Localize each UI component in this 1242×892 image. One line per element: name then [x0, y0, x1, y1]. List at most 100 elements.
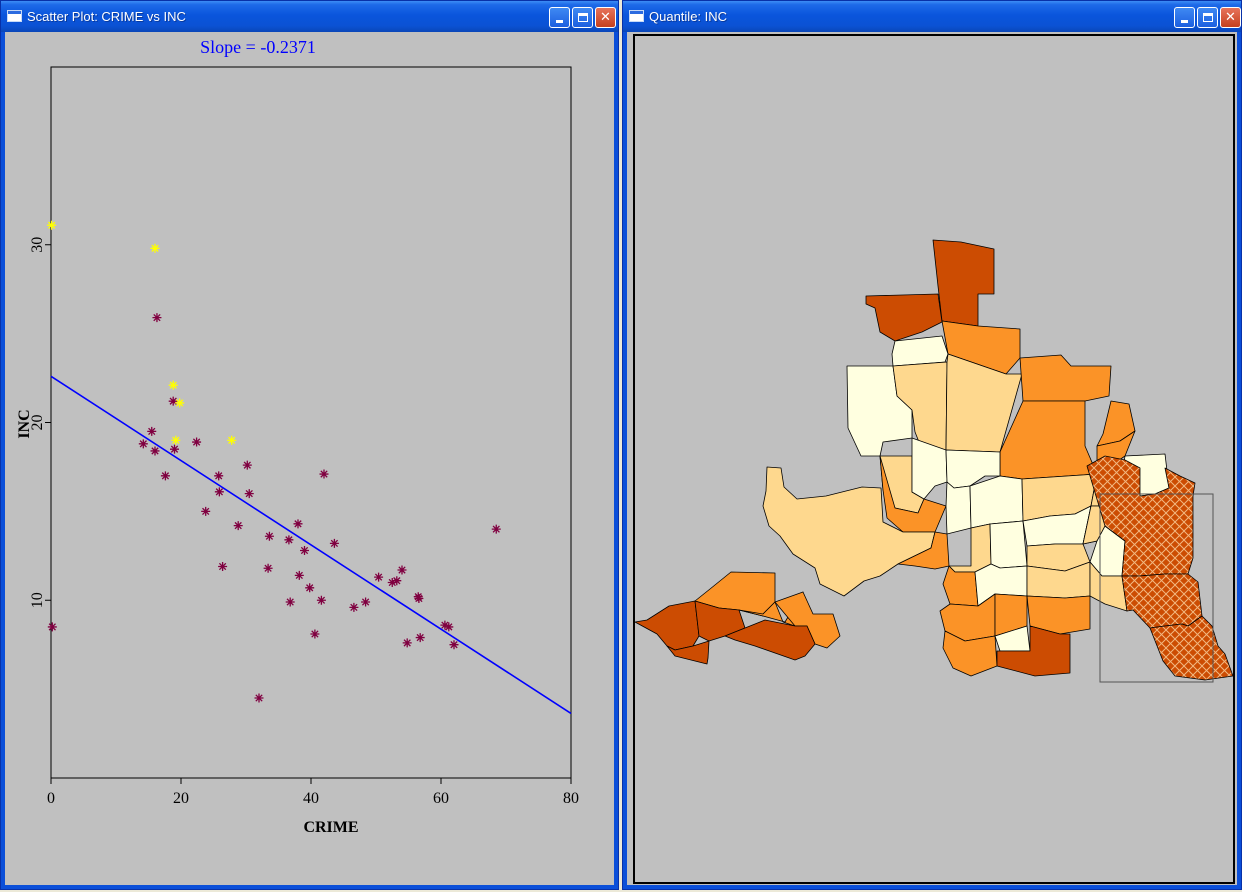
close-icon: ✕ [600, 10, 611, 25]
map-client-area[interactable] [627, 32, 1237, 885]
scatter-point [402, 638, 412, 648]
scatter-point [310, 629, 320, 639]
scatter-point [218, 561, 228, 571]
scatter-point [150, 446, 160, 456]
scatter-point [440, 620, 450, 630]
scatter-titlebar[interactable]: Scatter Plot: CRIME vs INC ✕ [1, 1, 618, 32]
quantile-map-window[interactable]: Quantile: INC ✕ [622, 0, 1242, 890]
x-axis-label: CRIME [303, 819, 358, 836]
maximize-icon [577, 13, 588, 22]
scatter-point [361, 597, 371, 607]
map-region[interactable] [879, 455, 947, 533]
map-region[interactable] [969, 475, 1024, 529]
close-button[interactable]: ✕ [1220, 7, 1241, 28]
x-tick-label: 0 [47, 790, 55, 807]
map-region[interactable] [865, 293, 943, 342]
scatter-point [319, 469, 329, 479]
scatter-point [192, 437, 202, 447]
map-region[interactable] [996, 625, 1071, 677]
scatter-point [254, 693, 264, 703]
scatter-point [170, 444, 179, 454]
plot-frame [50, 66, 572, 779]
scatter-point [227, 435, 237, 445]
map-region[interactable] [891, 335, 949, 367]
scatter-point [233, 521, 243, 531]
x-tick-label: 40 [303, 790, 319, 807]
map-region[interactable] [989, 520, 1028, 569]
y-axis-label: INC [16, 409, 33, 438]
scatter-point [47, 622, 57, 632]
scatter-point [374, 572, 384, 582]
map-region[interactable] [945, 481, 972, 535]
maximize-button[interactable] [572, 7, 593, 28]
scatter-point [47, 220, 57, 230]
maximize-button[interactable] [1197, 7, 1218, 28]
scatter-point [294, 570, 304, 580]
scatter-point [168, 396, 178, 406]
scatter-point [214, 471, 224, 481]
y-tick-label: 20 [29, 415, 46, 431]
window-app-icon [7, 10, 22, 22]
scatter-plot-window[interactable]: Scatter Plot: CRIME vs INC ✕ Slope = -0.… [0, 0, 619, 890]
scatter-point [293, 519, 303, 529]
y-tick-label: 30 [29, 237, 46, 253]
chart-title: Slope = -0.2371 [200, 37, 316, 57]
scatter-point [285, 597, 295, 607]
close-icon: ✕ [1225, 10, 1236, 25]
scatter-point [168, 380, 178, 390]
scatter-point [444, 622, 454, 632]
map-region[interactable] [932, 239, 995, 327]
window-title: Quantile: INC [649, 9, 728, 24]
scatter-chart[interactable]: Slope = -0.2371 0 20 40 60 80 10 20 30 CRIME I… [5, 32, 616, 887]
map-region[interactable] [897, 531, 950, 570]
scatter-point [263, 563, 273, 573]
map-titlebar[interactable]: Quantile: INC ✕ [623, 1, 1241, 32]
scatter-point [305, 583, 315, 593]
map-region-selected[interactable] [1149, 615, 1233, 681]
map-region[interactable] [942, 630, 998, 677]
scatter-point [392, 576, 402, 586]
selection-box[interactable] [1099, 493, 1214, 683]
scatter-point [449, 640, 459, 650]
map-canvas[interactable] [633, 34, 1235, 884]
minimize-button[interactable] [549, 7, 570, 28]
map-region[interactable] [666, 640, 710, 665]
choropleth-map[interactable] [635, 36, 1233, 882]
scatter-point [349, 602, 359, 612]
scatter-point [175, 398, 185, 408]
scatter-point [214, 487, 224, 497]
maximize-icon [1202, 13, 1213, 22]
map-region[interactable] [635, 600, 700, 651]
x-tick-label: 80 [563, 790, 579, 807]
scatter-point [138, 439, 148, 449]
scatter-point [415, 633, 425, 643]
window-app-icon [629, 10, 644, 22]
x-tick-label: 20 [173, 790, 189, 807]
scatter-point [160, 471, 170, 481]
scatter-point [171, 435, 181, 445]
scatter-point [264, 531, 274, 541]
x-axis: 0 20 40 60 80 [47, 778, 579, 807]
minimize-icon [1181, 20, 1188, 23]
scatter-point [150, 243, 160, 253]
minimize-button[interactable] [1174, 7, 1195, 28]
scatter-plot-area[interactable]: Slope = -0.2371 0 20 40 60 80 10 20 30 CRIME I… [5, 32, 614, 885]
map-region[interactable] [1019, 354, 1112, 402]
map-region-selected[interactable] [1121, 573, 1203, 629]
y-tick-label: 10 [29, 592, 46, 608]
regression-line [50, 375, 572, 715]
map-region[interactable] [999, 400, 1098, 480]
scatter-point [414, 593, 424, 603]
scatter-point [329, 538, 339, 548]
scatter-point [316, 595, 326, 605]
map-region[interactable] [942, 565, 979, 607]
scatter-point [147, 426, 157, 436]
close-button[interactable]: ✕ [595, 7, 616, 28]
scatter-point [284, 535, 294, 545]
scatter-point [300, 545, 309, 555]
scatter-point [387, 577, 397, 587]
scatter-point [152, 313, 162, 323]
x-tick-label: 60 [433, 790, 449, 807]
map-region[interactable] [724, 619, 816, 661]
minimize-icon [556, 20, 563, 23]
